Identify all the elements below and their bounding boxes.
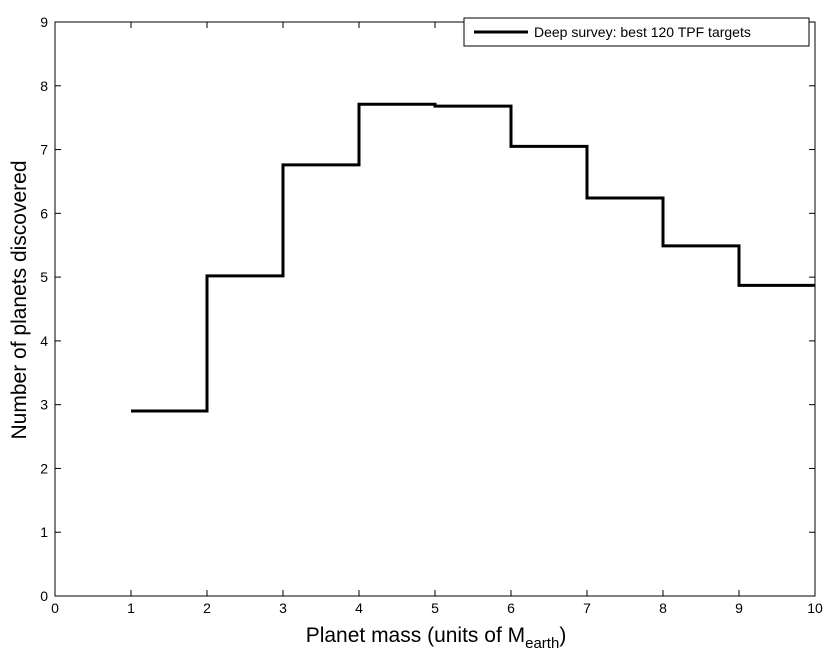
y-tick-label: 7	[40, 142, 48, 158]
x-tick-label: 2	[203, 600, 211, 616]
x-tick-label: 3	[279, 600, 287, 616]
x-tick-label: 7	[583, 600, 591, 616]
plot-area	[54, 21, 816, 597]
y-tick-labels: 0 1 2 3 4 5 6 7 8 9	[40, 14, 48, 604]
x-tick-label: 6	[507, 600, 515, 616]
x-tick-label: 0	[51, 600, 59, 616]
x-axis-label: Planet mass (units of Mearth)	[306, 624, 567, 652]
x-tick-label: 5	[431, 600, 439, 616]
x-tick-label: 1	[127, 600, 135, 616]
x-tick-label: 4	[355, 600, 363, 616]
y-tick-label: 0	[40, 588, 48, 604]
series-line	[131, 102, 815, 413]
legend-label: Deep survey: best 120 TPF targets	[534, 24, 751, 40]
y-tick-label: 2	[40, 460, 48, 476]
y-tick-label: 5	[40, 269, 48, 285]
x-tick-labels: 0 1 2 3 4 5 6 7 8 9 10	[51, 600, 823, 616]
y-tick-label: 4	[40, 333, 48, 349]
y-axis-label: Number of planets discovered	[8, 161, 31, 440]
y-tick-label: 6	[40, 205, 48, 221]
x-tick-label: 9	[735, 600, 743, 616]
y-tick-label: 1	[40, 524, 48, 540]
x-tick-label: 8	[659, 600, 667, 616]
y-tick-label: 8	[40, 78, 48, 94]
y-tick-label: 3	[40, 397, 48, 413]
x-tick-label: 10	[807, 600, 823, 616]
y-tick-label: 9	[40, 14, 48, 30]
legend: Deep survey: best 120 TPF targets	[463, 17, 810, 47]
